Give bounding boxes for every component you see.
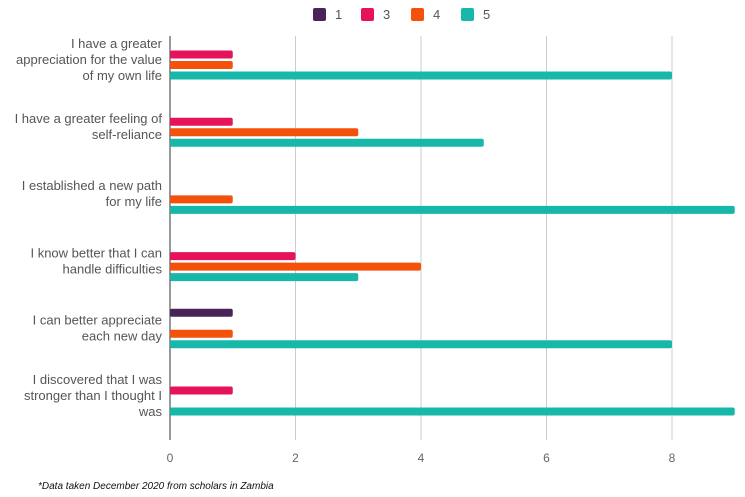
legend-swatch <box>461 8 474 21</box>
legend-swatch <box>313 8 326 21</box>
category-labels: I have a greater appreciation for the val… <box>15 36 163 419</box>
bar-5 <box>170 71 672 80</box>
bar-3 <box>170 252 296 261</box>
category-label: I established a new path for my life <box>22 178 162 209</box>
category-label: I have a greater appreciation for the val… <box>16 36 163 83</box>
bar-4 <box>170 262 421 271</box>
category-label: I know better that I can handle difficult… <box>30 245 162 276</box>
bar-3 <box>170 117 233 126</box>
bar-4 <box>170 128 359 137</box>
gridlines <box>169 36 673 440</box>
bar-5 <box>170 138 484 147</box>
legend-label: 5 <box>483 7 490 22</box>
bar-3 <box>170 50 233 59</box>
bar-5 <box>170 407 735 416</box>
category-label: I have a greater feeling of self-reliance <box>15 111 163 142</box>
category-label: I can better appreciate each new day <box>33 313 163 344</box>
bar-5 <box>170 273 359 282</box>
bar-4 <box>170 195 233 204</box>
x-tick-label: 2 <box>292 451 299 465</box>
footnote: *Data taken December 2020 from scholars … <box>38 481 274 492</box>
category-label: I discovered that I was stronger than I t… <box>24 372 163 419</box>
bar-1 <box>170 308 233 317</box>
x-tick-label: 8 <box>669 451 676 465</box>
legend-label: 4 <box>433 7 440 22</box>
bar-3 <box>170 386 233 395</box>
legend-swatch <box>411 8 424 21</box>
legend-label: 3 <box>383 7 390 22</box>
bars <box>170 50 735 416</box>
bar-5 <box>170 205 735 214</box>
bar-4 <box>170 329 233 338</box>
bar-5 <box>170 340 672 349</box>
x-tick-label: 6 <box>543 451 550 465</box>
legend-swatch <box>361 8 374 21</box>
x-tick-label: 0 <box>167 451 174 465</box>
legend: 1 3 4 5 <box>313 7 490 22</box>
x-axis-ticks: 0 2 4 6 8 <box>167 451 676 465</box>
legend-label: 1 <box>335 7 342 22</box>
bar-4 <box>170 61 233 69</box>
x-tick-label: 4 <box>418 451 425 465</box>
